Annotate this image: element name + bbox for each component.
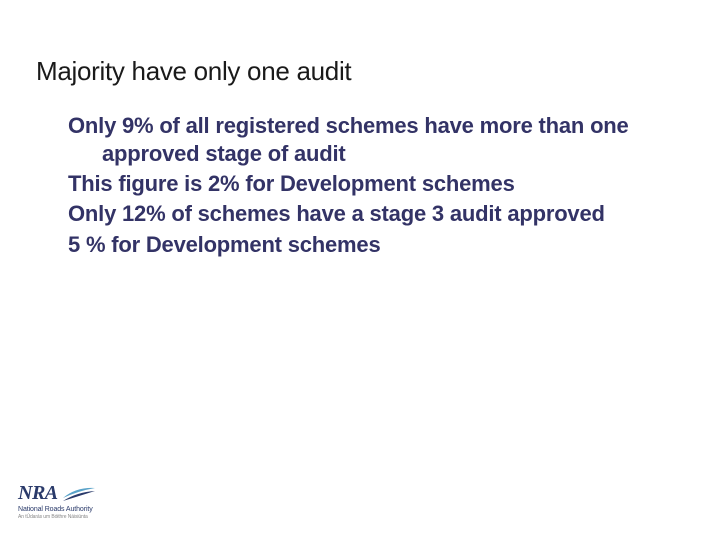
bullet-point: 5 % for Development schemes bbox=[68, 231, 640, 259]
slide-body: Only 9% of all registered schemes have m… bbox=[68, 112, 640, 261]
logo-subtitle: National Roads Authority bbox=[18, 506, 96, 513]
bullet-point: Only 12% of schemes have a stage 3 audit… bbox=[68, 200, 640, 228]
nra-logo: NRA National Roads Authority An tÚdarás … bbox=[18, 482, 96, 520]
slide-title: Majority have only one audit bbox=[36, 56, 351, 87]
swoosh-icon bbox=[62, 485, 96, 503]
logo-initials: NRA bbox=[18, 482, 58, 505]
bullet-point: This figure is 2% for Development scheme… bbox=[68, 170, 640, 198]
bullet-point: Only 9% of all registered schemes have m… bbox=[68, 112, 640, 168]
logo-top-row: NRA bbox=[18, 482, 96, 505]
slide: Majority have only one audit Only 9% of … bbox=[0, 0, 720, 540]
logo-tagline: An tÚdarás um Bóithre Náisiúnta bbox=[18, 514, 96, 520]
